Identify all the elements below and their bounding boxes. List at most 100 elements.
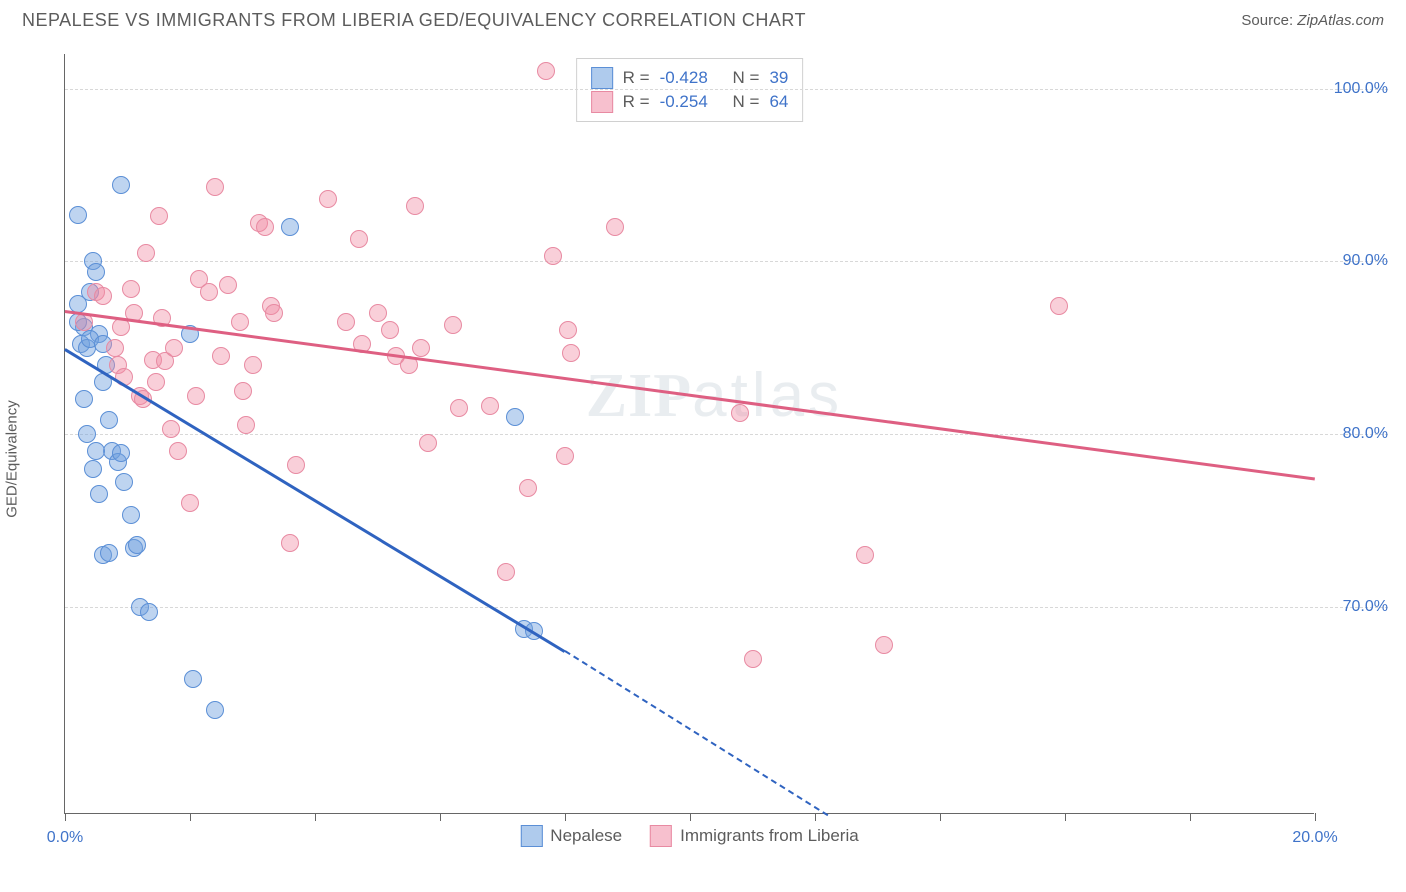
data-point-nepalese xyxy=(90,485,108,503)
data-point-liberia xyxy=(544,247,562,265)
watermark-thin: atlas xyxy=(692,361,843,430)
y-axis-label: GED/Equivalency xyxy=(4,400,21,518)
r-value-liberia: -0.254 xyxy=(660,92,708,112)
data-point-nepalese xyxy=(75,390,93,408)
n-value-liberia: 64 xyxy=(769,92,788,112)
data-point-nepalese xyxy=(112,444,130,462)
data-point-liberia xyxy=(169,442,187,460)
x-tick-label: 0.0% xyxy=(47,829,83,847)
n-label: N = xyxy=(733,92,760,112)
data-point-liberia xyxy=(256,218,274,236)
data-point-liberia xyxy=(206,178,224,196)
data-point-liberia xyxy=(337,313,355,331)
x-tick-mark xyxy=(1190,813,1191,821)
data-point-liberia xyxy=(481,397,499,415)
data-point-liberia xyxy=(406,197,424,215)
n-label: N = xyxy=(733,68,760,88)
swatch-nepalese xyxy=(520,825,542,847)
y-tick-label: 80.0% xyxy=(1318,425,1388,443)
data-point-liberia xyxy=(537,62,555,80)
data-point-liberia xyxy=(497,563,515,581)
x-tick-mark xyxy=(690,813,691,821)
x-tick-mark xyxy=(1315,813,1316,821)
data-point-nepalese xyxy=(87,263,105,281)
x-tick-label: 20.0% xyxy=(1292,829,1337,847)
legend-label-liberia: Immigrants from Liberia xyxy=(680,826,859,846)
data-point-liberia xyxy=(147,373,165,391)
data-point-nepalese xyxy=(87,442,105,460)
data-point-liberia xyxy=(181,494,199,512)
trend-line xyxy=(65,310,1315,480)
data-point-liberia xyxy=(137,244,155,262)
data-point-liberia xyxy=(744,650,762,668)
data-point-liberia xyxy=(150,207,168,225)
data-point-liberia xyxy=(187,387,205,405)
plot-area: ZIPatlas R = -0.428 N = 39 R = -0.254 N … xyxy=(64,54,1314,814)
trend-line-extension xyxy=(564,650,828,816)
r-label: R = xyxy=(623,92,650,112)
data-point-liberia xyxy=(106,339,124,357)
data-point-liberia xyxy=(1050,297,1068,315)
data-point-nepalese xyxy=(281,218,299,236)
swatch-liberia xyxy=(650,825,672,847)
data-point-liberia xyxy=(234,382,252,400)
data-point-liberia xyxy=(319,190,337,208)
gridline-h xyxy=(65,261,1388,262)
legend-item-nepalese: Nepalese xyxy=(520,825,622,847)
data-point-liberia xyxy=(265,304,283,322)
chart-title: NEPALESE VS IMMIGRANTS FROM LIBERIA GED/… xyxy=(22,10,806,31)
data-point-liberia xyxy=(559,321,577,339)
x-tick-mark xyxy=(315,813,316,821)
data-point-nepalese xyxy=(140,603,158,621)
data-point-liberia xyxy=(281,534,299,552)
legend-label-nepalese: Nepalese xyxy=(550,826,622,846)
y-tick-label: 70.0% xyxy=(1318,598,1388,616)
data-point-nepalese xyxy=(112,176,130,194)
data-point-nepalese xyxy=(100,544,118,562)
data-point-liberia xyxy=(731,404,749,422)
r-value-nepalese: -0.428 xyxy=(660,68,708,88)
data-point-nepalese xyxy=(115,473,133,491)
gridline-h xyxy=(65,607,1388,608)
plot-container: GED/Equivalency ZIPatlas R = -0.428 N = … xyxy=(18,44,1388,874)
data-point-liberia xyxy=(606,218,624,236)
data-point-nepalese xyxy=(184,670,202,688)
n-value-nepalese: 39 xyxy=(769,68,788,88)
data-point-liberia xyxy=(556,447,574,465)
x-tick-mark xyxy=(940,813,941,821)
data-point-nepalese xyxy=(78,425,96,443)
data-point-nepalese xyxy=(100,411,118,429)
data-point-liberia xyxy=(165,339,183,357)
source-prefix: Source: xyxy=(1241,12,1297,29)
data-point-nepalese xyxy=(69,206,87,224)
legend-item-liberia: Immigrants from Liberia xyxy=(650,825,859,847)
data-point-liberia xyxy=(200,283,218,301)
x-tick-mark xyxy=(815,813,816,821)
data-point-nepalese xyxy=(84,460,102,478)
x-tick-mark xyxy=(1065,813,1066,821)
x-tick-mark xyxy=(190,813,191,821)
data-point-liberia xyxy=(444,316,462,334)
y-tick-label: 100.0% xyxy=(1318,80,1388,98)
data-point-nepalese xyxy=(506,408,524,426)
data-point-nepalese xyxy=(206,701,224,719)
data-point-nepalese xyxy=(122,506,140,524)
x-tick-mark xyxy=(565,813,566,821)
data-point-liberia xyxy=(162,420,180,438)
data-point-nepalese xyxy=(128,536,146,554)
data-point-liberia xyxy=(562,344,580,362)
x-tick-mark xyxy=(440,813,441,821)
swatch-liberia xyxy=(591,91,613,113)
swatch-nepalese xyxy=(591,67,613,89)
r-label: R = xyxy=(623,68,650,88)
data-point-liberia xyxy=(219,276,237,294)
data-point-liberia xyxy=(369,304,387,322)
source-name: ZipAtlas.com xyxy=(1297,12,1384,29)
correlation-legend: R = -0.428 N = 39 R = -0.254 N = 64 xyxy=(576,58,804,122)
data-point-liberia xyxy=(875,636,893,654)
y-tick-label: 90.0% xyxy=(1318,252,1388,270)
gridline-h xyxy=(65,434,1388,435)
data-point-liberia xyxy=(287,456,305,474)
data-point-liberia xyxy=(350,230,368,248)
data-point-liberia xyxy=(212,347,230,365)
